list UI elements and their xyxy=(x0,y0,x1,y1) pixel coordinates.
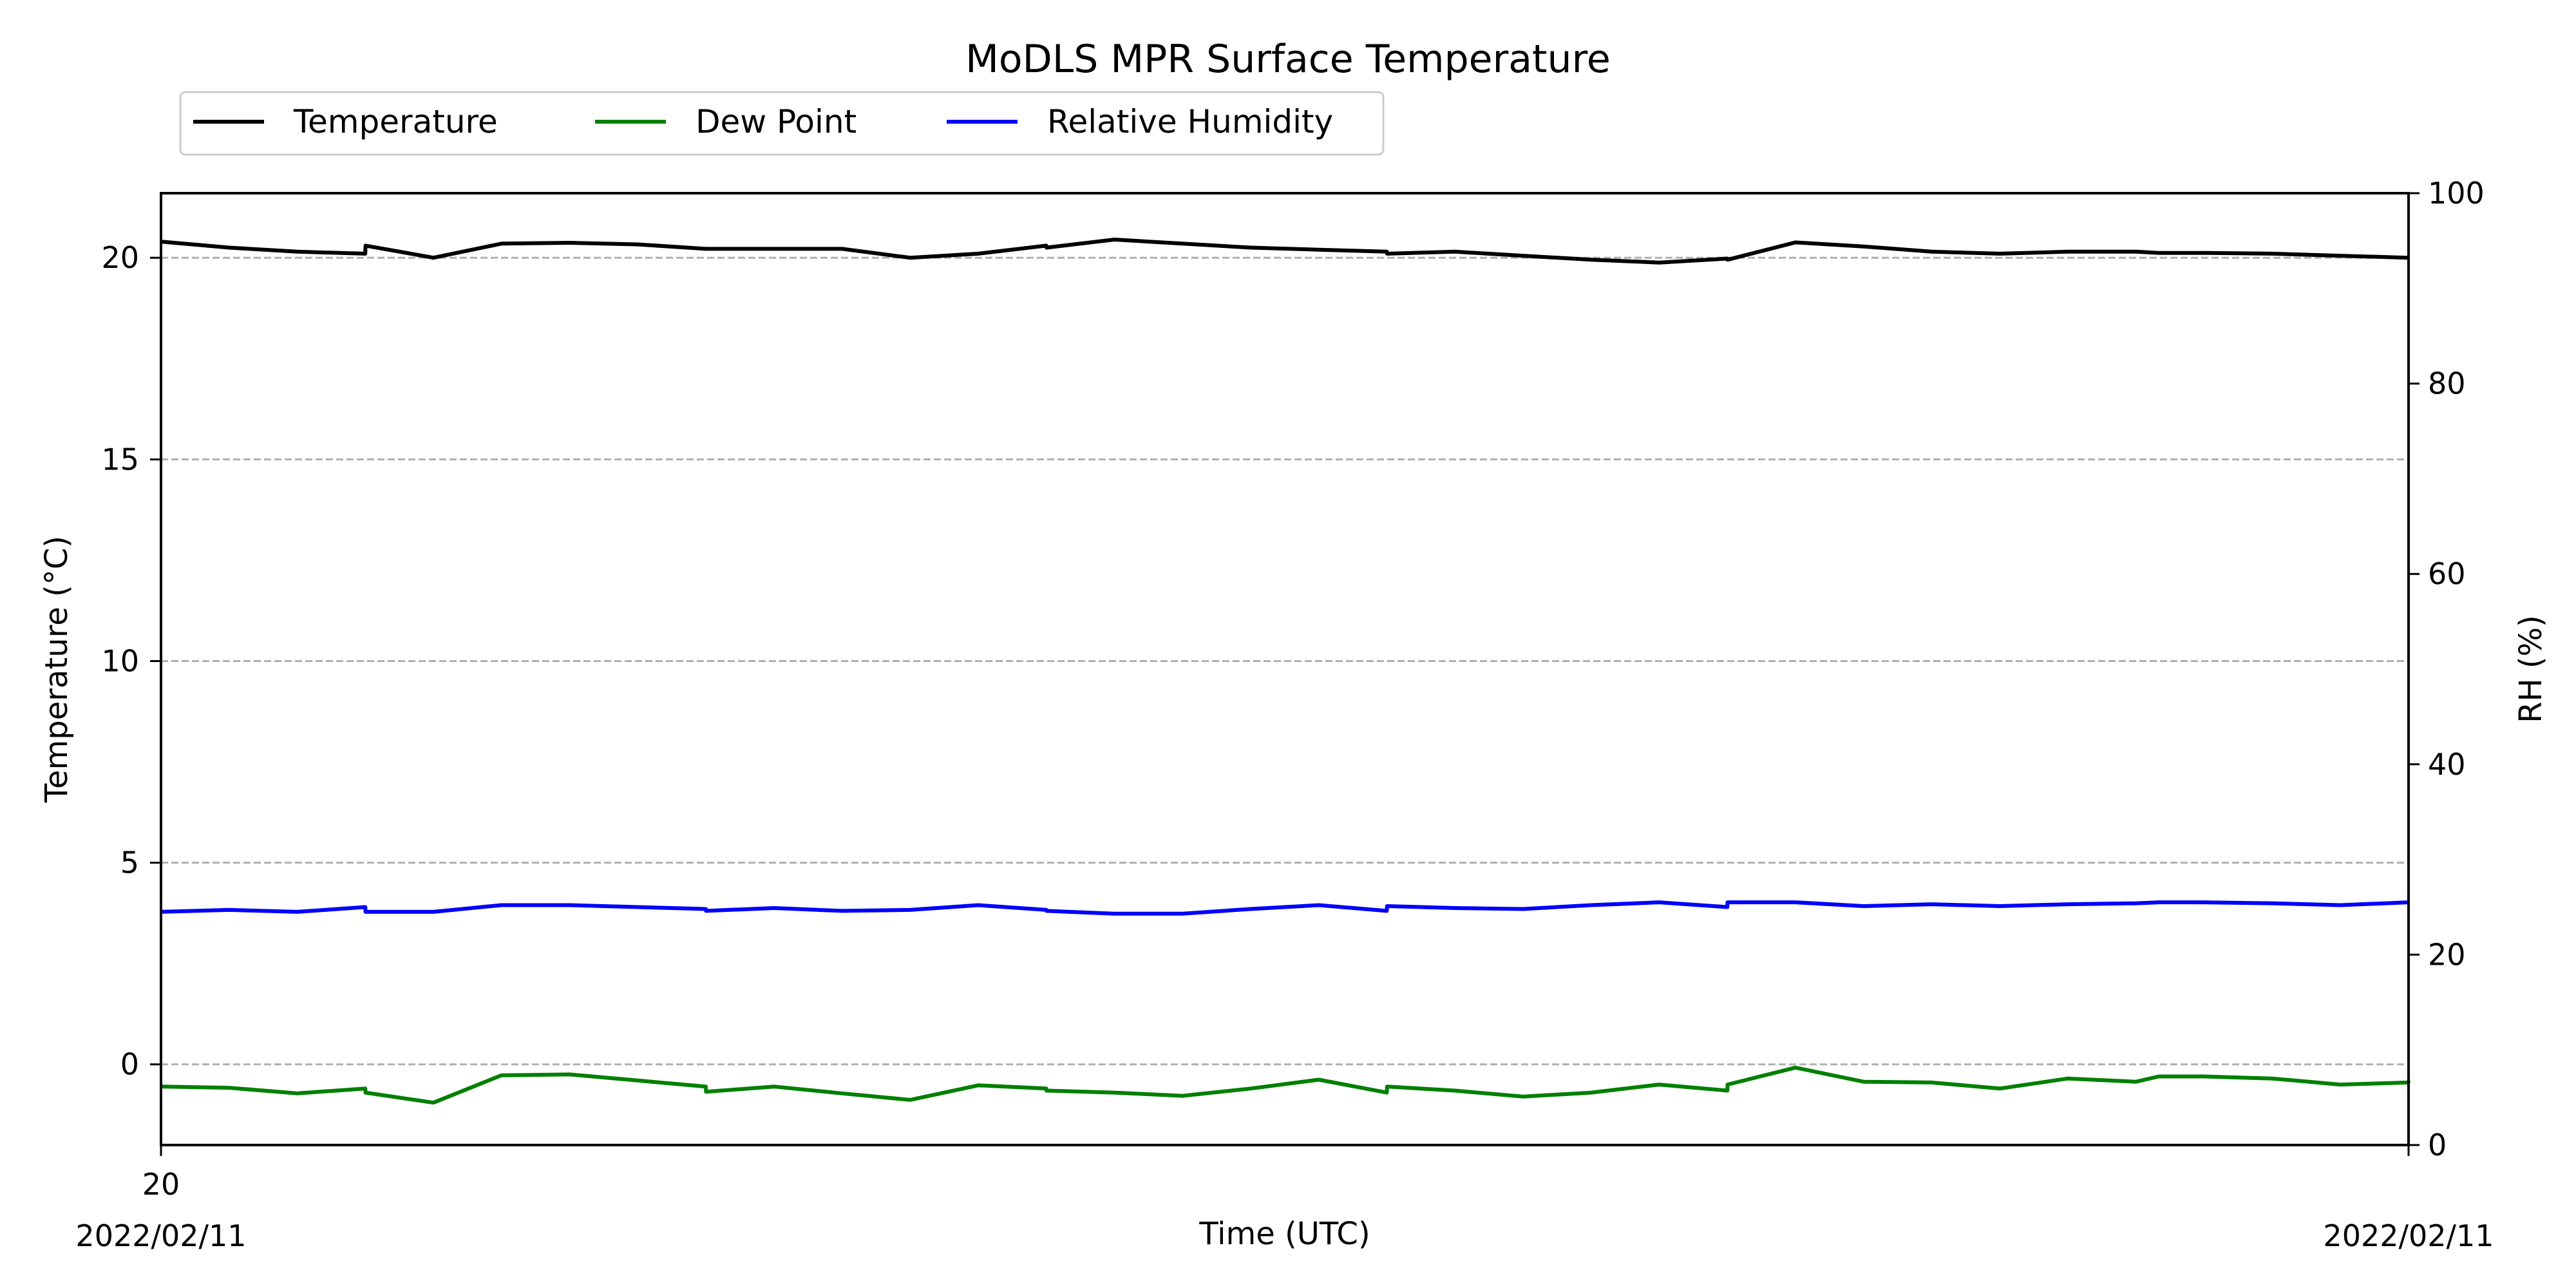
legend-label-temperature: Temperature xyxy=(293,103,498,140)
x-tick-label-right-date: 2022/02/11 xyxy=(2323,1218,2494,1253)
y-tick-label: 15 xyxy=(101,442,139,477)
left-y-axis-ticks: 0 5 10 15 20 xyxy=(101,240,161,1082)
y-tick-label: 20 xyxy=(101,240,139,275)
y-tick-label: 10 xyxy=(101,643,139,678)
chart-title: MoDLS MPR Surface Temperature xyxy=(965,37,1611,82)
y2-tick-label: 0 xyxy=(2428,1128,2447,1162)
series-line-dew-point xyxy=(160,1065,2410,1105)
y-axis-label: Temperature (°C) xyxy=(39,536,75,803)
series-lines xyxy=(160,238,2410,1105)
x-tick-label-left-hour: 20 xyxy=(142,1167,180,1202)
x-tick-label-left-date: 2022/02/11 xyxy=(75,1218,246,1253)
series-line-relative-humidity xyxy=(160,900,2410,916)
legend-box xyxy=(179,91,1385,156)
y2-tick-label: 100 xyxy=(2428,176,2485,211)
y2-tick-label: 60 xyxy=(2428,556,2466,591)
y2-tick-label: 20 xyxy=(2428,937,2466,972)
right-y-axis-ticks: 0 20 40 60 80 100 xyxy=(2409,176,2485,1162)
y-tick-label: 0 xyxy=(120,1047,139,1082)
y2-axis-label: RH (%) xyxy=(2513,615,2549,723)
legend-label-dew-point: Dew Point xyxy=(696,103,857,140)
x-axis-label: Time (UTC) xyxy=(1198,1216,1370,1252)
y2-tick-label: 80 xyxy=(2428,366,2466,401)
y2-tick-label: 40 xyxy=(2428,747,2466,782)
legend: Temperature Dew Point Relative Humidity xyxy=(179,91,1385,156)
plot-frame xyxy=(160,192,2410,1146)
legend-label-relative-humidity: Relative Humidity xyxy=(1047,103,1333,140)
grid-lines xyxy=(161,256,2409,1066)
series-line-temperature xyxy=(160,238,2410,265)
y-tick-label: 5 xyxy=(120,846,139,880)
